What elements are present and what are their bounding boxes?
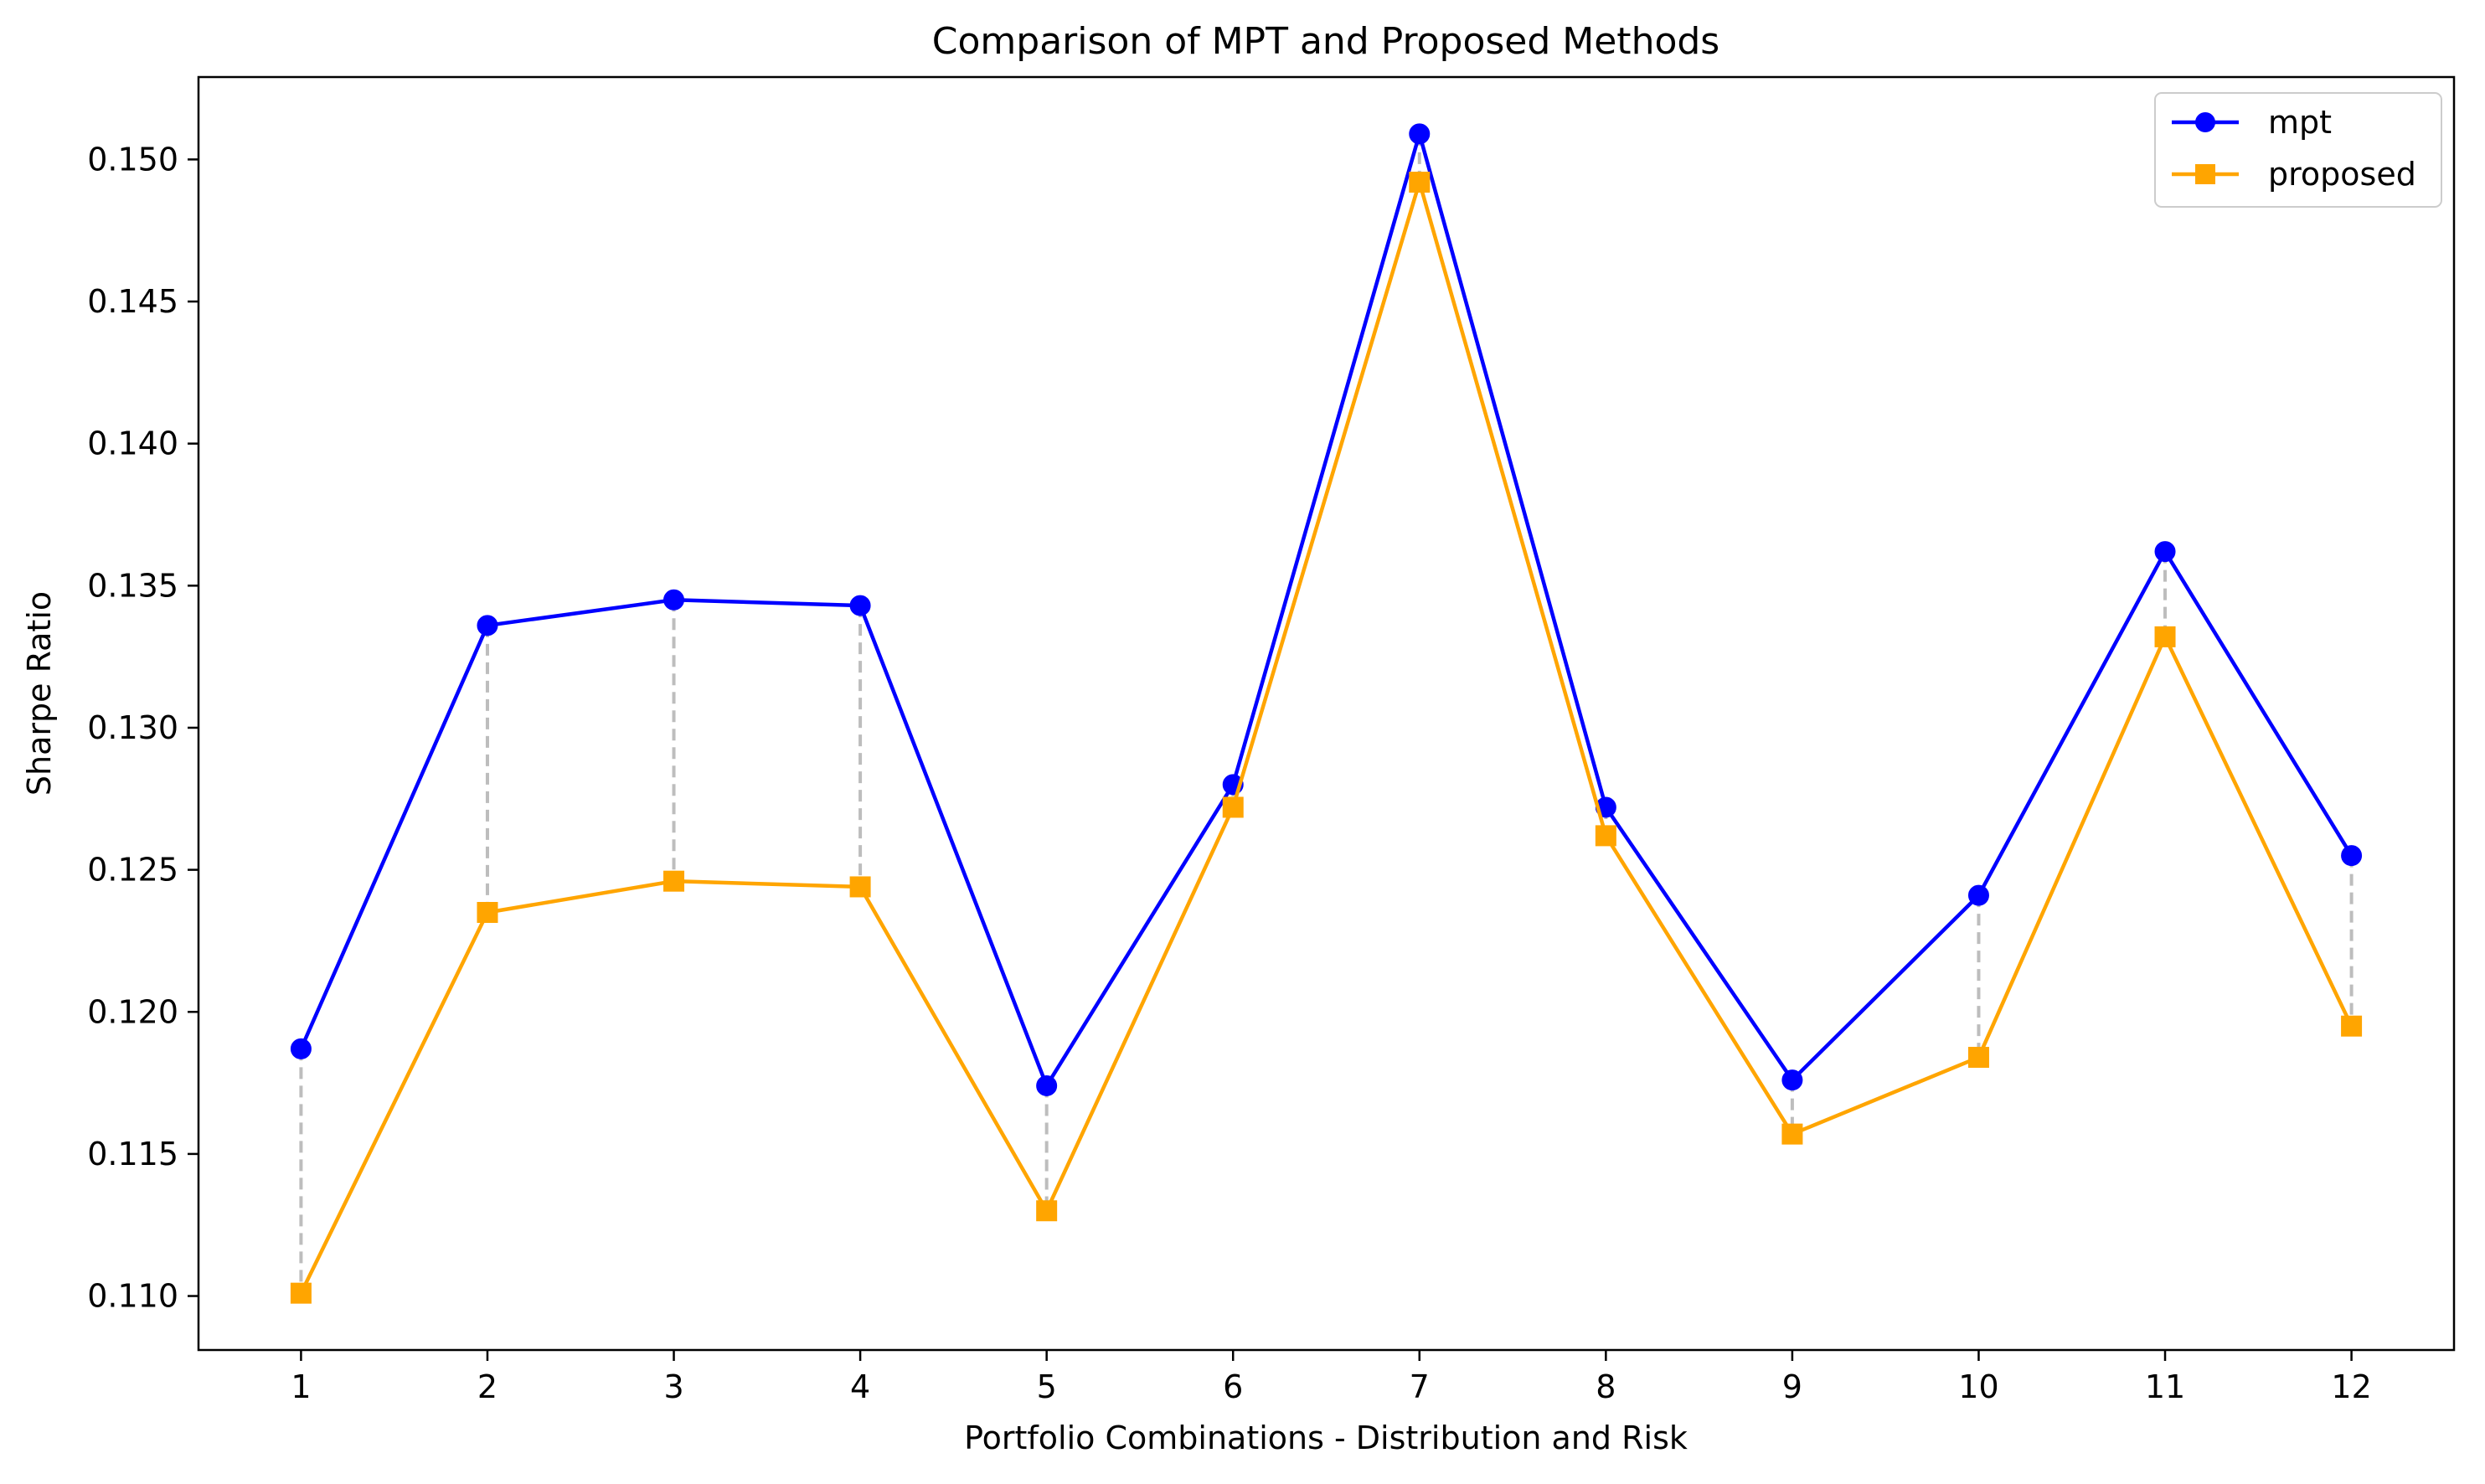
legend-label-mpt: mpt xyxy=(2268,104,2332,141)
series-line-proposed xyxy=(299,180,2354,1295)
series-proposed xyxy=(290,172,2363,1304)
data-point-mpt xyxy=(1781,1069,1803,1091)
y-tick-label: 0.140 xyxy=(87,425,178,462)
data-point-mpt xyxy=(663,589,685,611)
series-mpt xyxy=(290,123,2363,1096)
y-axis-ticks: 0.110 0.115 0.120 0.125 0.130 0.135 0.140 0.145… xyxy=(87,141,198,1315)
y-tick-label: 0.135 xyxy=(87,567,178,604)
series-layer xyxy=(290,123,2363,1304)
data-point-mpt xyxy=(849,595,871,616)
data-point-proposed xyxy=(1595,825,1616,847)
data-point-mpt xyxy=(1409,123,1431,145)
data-point-mpt xyxy=(1036,1074,1058,1096)
legend-marker-proposed xyxy=(2195,164,2215,184)
data-point-proposed xyxy=(1036,1200,1058,1222)
legend: mpt proposed xyxy=(2154,92,2442,208)
data-point-proposed xyxy=(663,870,685,892)
x-tick-label: 4 xyxy=(850,1368,870,1405)
x-tick-label: 10 xyxy=(1958,1368,1998,1405)
plot-area-frame xyxy=(197,75,2456,1352)
data-point-proposed xyxy=(477,902,498,923)
x-axis-ticks: 1 2 3 4 5 6 7 8 9 10 11 12 xyxy=(291,1350,2372,1405)
x-tick-label: 5 xyxy=(1037,1368,1057,1405)
x-tick-label: 8 xyxy=(1596,1368,1616,1405)
y-tick-label: 0.120 xyxy=(87,993,178,1030)
x-tick-label: 1 xyxy=(291,1368,311,1405)
y-tick-label: 0.150 xyxy=(87,141,178,178)
data-point-mpt xyxy=(1967,884,1989,906)
data-point-proposed xyxy=(1967,1047,1989,1069)
data-point-mpt xyxy=(290,1038,312,1059)
x-tick-label: 6 xyxy=(1223,1368,1243,1405)
chart-title: Comparison of MPT and Proposed Methods xyxy=(932,20,1719,63)
data-point-proposed xyxy=(849,876,871,898)
y-tick-label: 0.145 xyxy=(87,283,178,320)
x-tick-label: 12 xyxy=(2331,1368,2371,1405)
y-tick-label: 0.110 xyxy=(87,1278,178,1315)
data-point-proposed xyxy=(290,1282,312,1304)
x-tick-label: 3 xyxy=(663,1368,683,1405)
x-tick-label: 7 xyxy=(1410,1368,1430,1405)
data-point-proposed xyxy=(2341,1015,2363,1037)
y-tick-label: 0.125 xyxy=(87,852,178,889)
series-line-mpt xyxy=(299,131,2354,1088)
data-point-mpt xyxy=(2154,541,2176,563)
data-point-proposed xyxy=(1409,172,1431,193)
y-tick-label: 0.130 xyxy=(87,709,178,746)
x-tick-label: 11 xyxy=(2145,1368,2185,1405)
x-tick-label: 2 xyxy=(477,1368,498,1405)
legend-marker-mpt xyxy=(2195,112,2215,132)
y-axis-label: Sharpe Ratio xyxy=(21,591,58,796)
data-point-proposed xyxy=(2154,626,2176,647)
x-axis-label: Portfolio Combinations - Distribution an… xyxy=(964,1420,1688,1456)
data-point-mpt xyxy=(477,615,498,636)
data-point-proposed xyxy=(1222,796,1244,818)
data-point-proposed xyxy=(1781,1123,1803,1145)
legend-label-proposed: proposed xyxy=(2268,156,2416,193)
y-tick-label: 0.115 xyxy=(87,1136,178,1172)
data-point-mpt xyxy=(2341,845,2363,867)
x-tick-label: 9 xyxy=(1782,1368,1802,1405)
